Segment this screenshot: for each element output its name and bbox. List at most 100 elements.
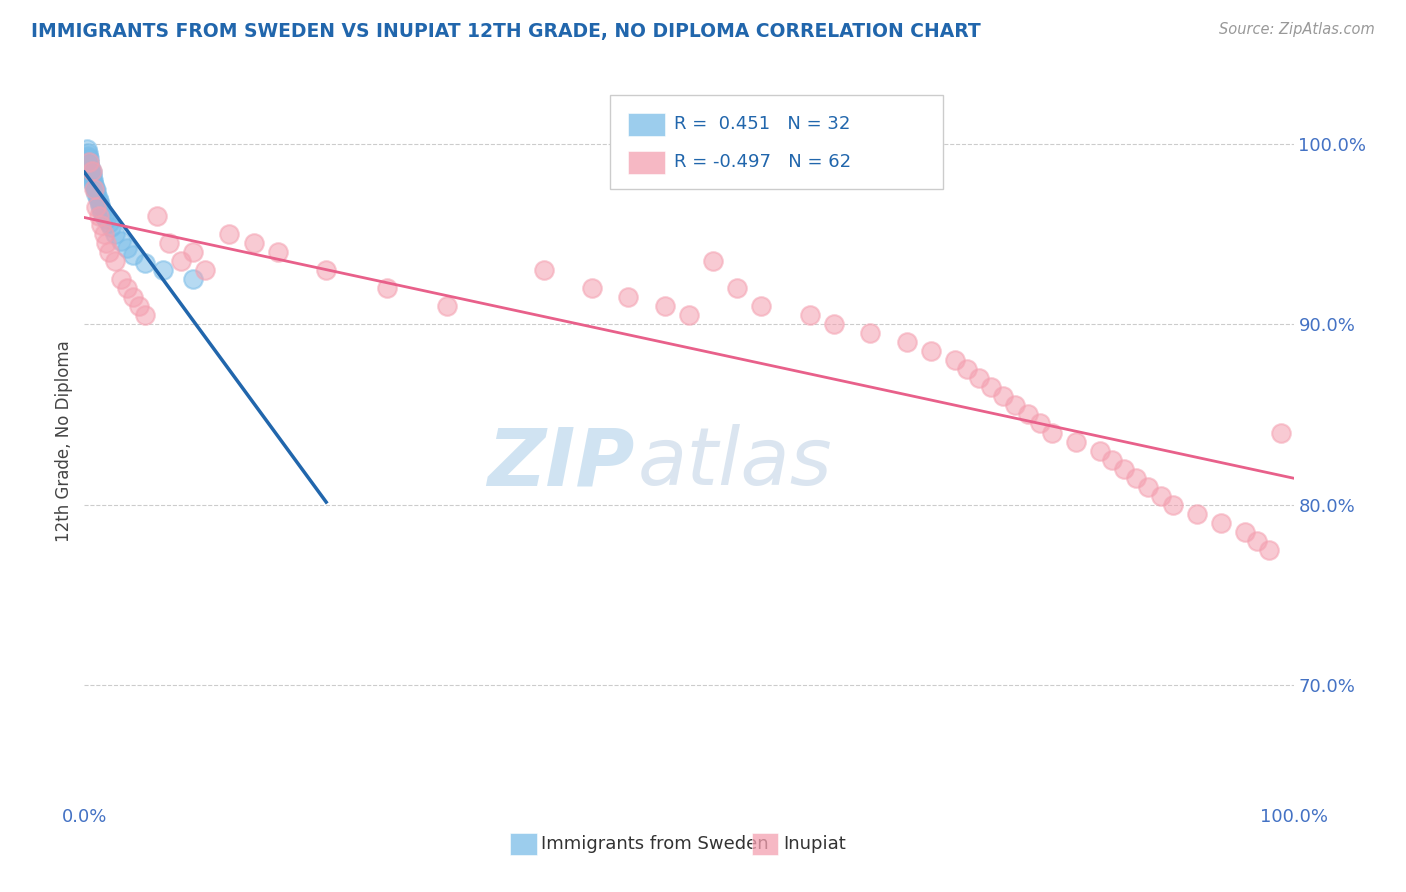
Point	[94, 212, 117, 227]
Point	[77, 149, 100, 163]
Point	[956, 362, 979, 376]
Point	[115, 281, 138, 295]
Point	[823, 317, 845, 331]
Point	[84, 181, 107, 195]
Point	[920, 344, 942, 359]
Point	[77, 158, 100, 172]
Point	[218, 227, 240, 241]
Point	[79, 163, 101, 178]
Point	[1101, 452, 1123, 467]
Point	[617, 290, 640, 304]
Point	[896, 335, 918, 350]
Point	[1185, 507, 1208, 521]
Text: IMMIGRANTS FROM SWEDEN VS INUPIAT 12TH GRADE, NO DIPLOMA CORRELATION CHART: IMMIGRANTS FROM SWEDEN VS INUPIAT 12TH G…	[31, 22, 980, 41]
Point	[104, 253, 127, 268]
Point	[799, 308, 821, 322]
Point	[1149, 489, 1171, 503]
Point	[100, 219, 122, 234]
Point	[967, 371, 990, 385]
Point	[83, 178, 105, 192]
Point	[89, 198, 111, 212]
Point	[86, 191, 108, 205]
Text: Source: ZipAtlas.com: Source: ZipAtlas.com	[1219, 22, 1375, 37]
FancyBboxPatch shape	[510, 833, 537, 855]
Point	[87, 209, 110, 223]
Point	[1017, 408, 1039, 422]
Point	[993, 389, 1015, 403]
Point	[77, 154, 100, 169]
Point	[91, 205, 114, 219]
Point	[436, 299, 458, 313]
Point	[581, 281, 603, 295]
Point	[678, 308, 700, 322]
Point	[83, 181, 105, 195]
Point	[80, 165, 103, 179]
Point	[86, 184, 108, 198]
Point	[80, 169, 103, 183]
Point	[1270, 425, 1292, 440]
Point	[315, 263, 337, 277]
Text: Inupiat: Inupiat	[783, 835, 846, 853]
Point	[97, 216, 120, 230]
Text: atlas: atlas	[638, 425, 832, 502]
Point	[1246, 533, 1268, 548]
Point	[86, 200, 108, 214]
Point	[134, 308, 156, 322]
Point	[267, 244, 290, 259]
Point	[121, 248, 143, 262]
Point	[94, 235, 117, 250]
Point	[76, 142, 98, 156]
Point	[1161, 498, 1184, 512]
Point	[1125, 470, 1147, 484]
Point	[157, 235, 180, 250]
Text: ZIP: ZIP	[486, 425, 634, 502]
Point	[375, 281, 398, 295]
FancyBboxPatch shape	[628, 151, 665, 174]
Point	[181, 272, 204, 286]
Point	[115, 241, 138, 255]
Point	[725, 281, 748, 295]
Point	[77, 154, 100, 169]
Point	[77, 145, 100, 160]
Point	[1137, 480, 1160, 494]
Point	[128, 299, 150, 313]
Point	[93, 227, 115, 241]
Y-axis label: 12th Grade, No Diploma: 12th Grade, No Diploma	[55, 341, 73, 542]
Point	[181, 244, 204, 259]
Point	[1004, 398, 1026, 412]
Point	[1209, 516, 1232, 530]
Point	[1040, 425, 1063, 440]
Point	[79, 160, 101, 174]
Point	[943, 353, 966, 368]
Point	[146, 209, 169, 223]
Point	[87, 194, 110, 209]
Point	[194, 263, 217, 277]
Point	[110, 234, 132, 248]
Point	[1258, 542, 1281, 557]
Point	[980, 380, 1002, 394]
Point	[104, 227, 127, 241]
Point	[97, 244, 120, 259]
Point	[121, 290, 143, 304]
Point	[110, 272, 132, 286]
Point	[82, 172, 104, 186]
Point	[152, 263, 174, 277]
Point	[751, 299, 773, 313]
Text: Immigrants from Sweden: Immigrants from Sweden	[541, 835, 769, 853]
Point	[533, 263, 555, 277]
Point	[1064, 434, 1087, 449]
Text: R = -0.497   N = 62: R = -0.497 N = 62	[675, 153, 852, 171]
FancyBboxPatch shape	[752, 833, 779, 855]
FancyBboxPatch shape	[610, 95, 943, 189]
Point	[1088, 443, 1111, 458]
Point	[90, 218, 112, 232]
FancyBboxPatch shape	[628, 112, 665, 136]
Point	[80, 163, 103, 178]
Point	[702, 253, 724, 268]
Text: R =  0.451   N = 32: R = 0.451 N = 32	[675, 115, 851, 133]
Point	[1114, 461, 1136, 475]
Point	[242, 235, 264, 250]
Point	[859, 326, 882, 340]
Point	[93, 209, 115, 223]
Point	[90, 202, 112, 216]
